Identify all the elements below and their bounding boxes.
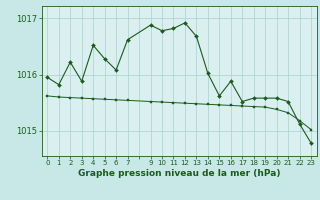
X-axis label: Graphe pression niveau de la mer (hPa): Graphe pression niveau de la mer (hPa) xyxy=(78,169,280,178)
